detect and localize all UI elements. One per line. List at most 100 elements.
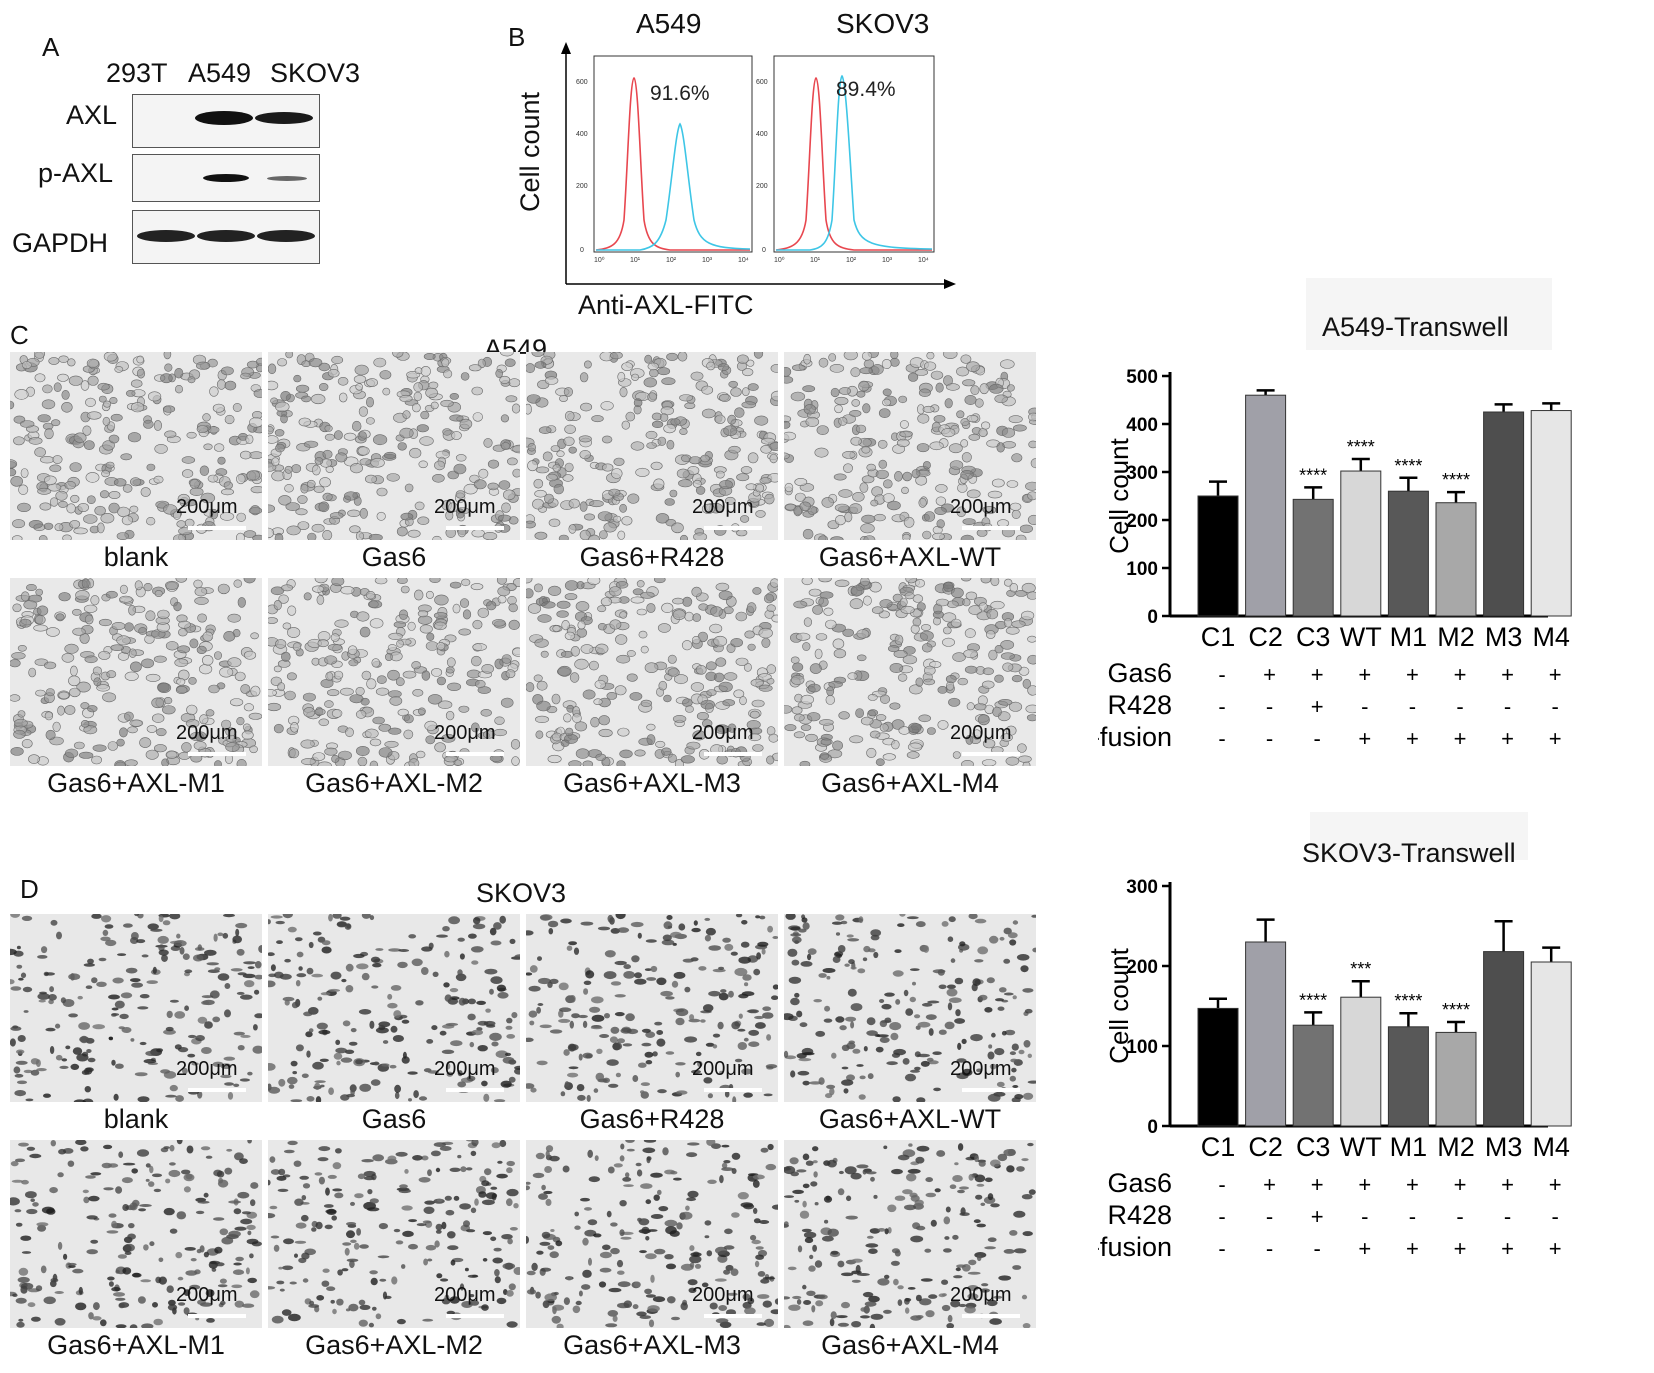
bar: [1435, 502, 1477, 617]
scale-bar: [704, 1314, 762, 1318]
y-axis-label: Cell count: [1104, 947, 1134, 1063]
blot-row-label-paxl: p-AXL: [38, 158, 114, 188]
micrograph-image: 200μm: [268, 914, 520, 1102]
condition-label: R428: [1107, 690, 1172, 720]
scale-bar: [962, 1088, 1020, 1092]
condition-mark: -: [1218, 694, 1225, 719]
category-label: C2: [1248, 1132, 1283, 1162]
bar: [1483, 411, 1525, 617]
blot-band: [255, 112, 313, 124]
scale-bar-label: 200μm: [692, 1284, 754, 1306]
scale-bar: [446, 526, 504, 530]
significance-label: ****: [1442, 470, 1470, 490]
bar: [1340, 470, 1382, 617]
condition-mark: +: [1263, 1172, 1276, 1197]
cell-texture: [268, 1140, 520, 1328]
flow-ytick: 400: [576, 131, 588, 138]
bar: [1197, 495, 1239, 617]
y-axis-label: Cell count: [1104, 437, 1134, 553]
lane-label-a549: A549: [188, 58, 252, 88]
chart-title-backdrop: [1310, 812, 1528, 860]
flow-histogram-isotype-a549: [595, 77, 750, 251]
bar: [1197, 1007, 1239, 1127]
panel-d-title: SKOV3: [476, 878, 567, 908]
micrograph-caption: Gas6+R428: [579, 1104, 725, 1134]
condition-mark: +: [1311, 1172, 1324, 1197]
flow-xtick: 10²: [846, 257, 857, 264]
cell-texture: [10, 1140, 262, 1328]
category-label: M1: [1390, 622, 1428, 652]
condition-mark: +: [1454, 1172, 1467, 1197]
micrograph-caption: Gas6+AXL-M1: [47, 1330, 225, 1360]
cell-texture: [784, 578, 1036, 766]
flow-cytometry-plots: 600 400 200 0 10⁰ 10¹ 10² 10³ 10⁴ 600 40…: [561, 42, 956, 289]
condition-label: Gas6: [1107, 1168, 1172, 1198]
y-tick-label: 500: [1126, 367, 1158, 388]
category-label: WT: [1340, 622, 1382, 652]
scale-bar-label: 200μm: [950, 1284, 1012, 1306]
cell-texture: [10, 914, 262, 1102]
category-label: M4: [1532, 622, 1570, 652]
panel-a-letter: A: [42, 32, 60, 62]
y-tick-label: 0: [1147, 607, 1158, 628]
micrograph-image: 200μm: [10, 1140, 262, 1328]
category-label: WT: [1340, 1132, 1382, 1162]
flow-xtick: 10⁴: [918, 257, 929, 264]
scale-bar: [446, 752, 504, 756]
micrograph-image: 200μm: [526, 352, 778, 540]
condition-label: Fc-fusion: [1098, 722, 1172, 752]
scale-bar-label: 200μm: [176, 1284, 238, 1306]
condition-mark: -: [1266, 694, 1273, 719]
scale-bar: [962, 1314, 1020, 1318]
condition-mark: -: [1218, 1204, 1225, 1229]
micrograph-caption: Gas6+AXL-M2: [305, 1330, 483, 1360]
condition-mark: -: [1409, 1204, 1416, 1229]
condition-mark: +: [1549, 726, 1562, 751]
blot-strip-gapdh: [132, 210, 320, 264]
scale-bar: [446, 1088, 504, 1092]
cell-texture: [268, 914, 520, 1102]
micrograph-caption: Gas6+AXL-WT: [818, 1104, 1002, 1134]
condition-mark: +: [1263, 662, 1276, 687]
significance-label: ****: [1394, 456, 1422, 476]
bar: [1387, 490, 1429, 617]
cell-texture: [268, 352, 520, 540]
condition-mark: +: [1406, 1172, 1419, 1197]
flow-ytick: 200: [756, 183, 768, 190]
panel-d-letter: D: [20, 874, 39, 904]
scale-bar: [704, 752, 762, 756]
y-tick-label: 200: [1126, 957, 1158, 978]
bar: [1483, 951, 1525, 1127]
condition-mark: -: [1266, 1204, 1273, 1229]
category-label: M2: [1437, 622, 1475, 652]
micrograph-caption: Gas6+AXL-M3: [563, 768, 741, 798]
condition-mark: -: [1552, 694, 1559, 719]
flow-x-label: Anti-AXL-FITC: [578, 290, 754, 320]
condition-mark: +: [1454, 1236, 1467, 1261]
condition-mark: +: [1311, 662, 1324, 687]
micrograph-image: 200μm: [784, 352, 1036, 540]
flow-ytick: 0: [762, 247, 766, 254]
y-tick-label: 400: [1126, 415, 1158, 436]
condition-mark: +: [1406, 662, 1419, 687]
category-label: M1: [1390, 1132, 1428, 1162]
bar: [1530, 961, 1572, 1127]
scale-bar-label: 200μm: [176, 496, 238, 518]
condition-label: Fc-fusion: [1098, 1232, 1172, 1262]
category-label: C3: [1296, 1132, 1331, 1162]
flow-percent-skov3: 89.4%: [836, 78, 896, 101]
condition-mark: +: [1549, 1236, 1562, 1261]
blot-band: [137, 230, 195, 242]
category-label: M4: [1532, 1132, 1570, 1162]
condition-mark: +: [1311, 1204, 1324, 1229]
chart-title-skov3: SKOV3-Transwell: [1302, 838, 1516, 868]
micrograph-image: 200μm: [784, 914, 1036, 1102]
scale-bar-label: 200μm: [176, 1058, 238, 1080]
micrograph-image: 200μm: [10, 352, 262, 540]
condition-mark: +: [1406, 726, 1419, 751]
scale-bar-label: 200μm: [176, 722, 238, 744]
micrograph-image: 200μm: [268, 352, 520, 540]
micrograph-image: 200μm: [526, 1140, 778, 1328]
flow-histogram-anti-axl-a549: [596, 122, 751, 251]
condition-mark: -: [1266, 1236, 1273, 1261]
